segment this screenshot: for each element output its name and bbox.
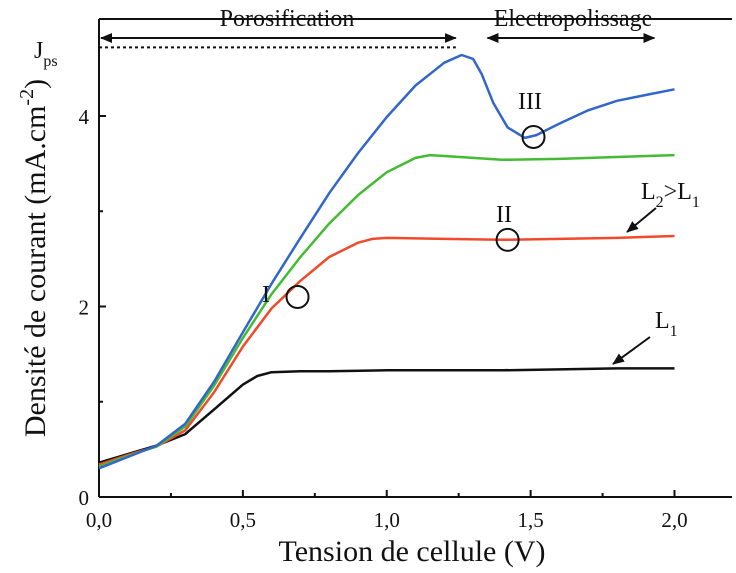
porosification-label: Porosification (220, 6, 355, 32)
x-tick-label: 2,0 (661, 508, 687, 532)
y-axis-title-close: ) (19, 79, 52, 89)
y-tick-label: 2 (79, 296, 90, 320)
l2-label: L2>L1 (641, 179, 700, 211)
series-line-1 (98, 367, 675, 464)
jps-label-main: J (34, 38, 43, 64)
y-axis-title-main: Densité de courant (mA.cm (19, 106, 52, 438)
l2-label-main: L (641, 179, 656, 205)
series-line-3 (98, 153, 675, 468)
l2-arrow (626, 207, 657, 233)
x-axis-title: Tension de cellule (V) (279, 535, 546, 568)
jps-label-sub: ps (43, 53, 57, 70)
annotation-label-III: III (518, 89, 542, 115)
series-line-4 (98, 53, 675, 470)
l1-arrow (612, 336, 651, 365)
annotation-label-I: I (262, 282, 270, 308)
series-line-2 (98, 234, 675, 466)
x-tick-label: 1,0 (374, 508, 400, 532)
x-tick-label: 1,5 (518, 508, 544, 532)
series-group (98, 53, 675, 470)
l1-label: L1 (655, 308, 678, 340)
axis-tick-labels: 0,0 0,5 1,0 1,5 2,0 0 2 4 (79, 105, 688, 532)
electropolissage-label: Electropolissage (494, 6, 653, 32)
jps-label: Jps (34, 38, 58, 70)
y-tick-label: 0 (79, 486, 90, 510)
l1-label-sub: 1 (670, 323, 678, 340)
x-tick-label: 0,0 (86, 508, 112, 532)
annotation-circle-I (285, 284, 310, 309)
annotation-circle-II (495, 227, 520, 252)
l1-label-main: L (655, 308, 670, 334)
l2-label-sub: 2 (656, 194, 664, 211)
y-tick-label: 4 (79, 105, 90, 129)
annotation-label-II: II (496, 202, 512, 228)
l2-label-rest-sub: 1 (692, 194, 700, 211)
annotation-circle-III (521, 124, 546, 149)
axis-ticks (98, 115, 676, 498)
plot-frame (98, 18, 732, 498)
y-axis-title: Densité de courant (mA.cm-2) (16, 79, 52, 437)
y-axis-title-exp: -2 (16, 89, 38, 106)
l2-label-rest: >L (664, 179, 692, 205)
x-tick-label: 0,5 (230, 508, 256, 532)
